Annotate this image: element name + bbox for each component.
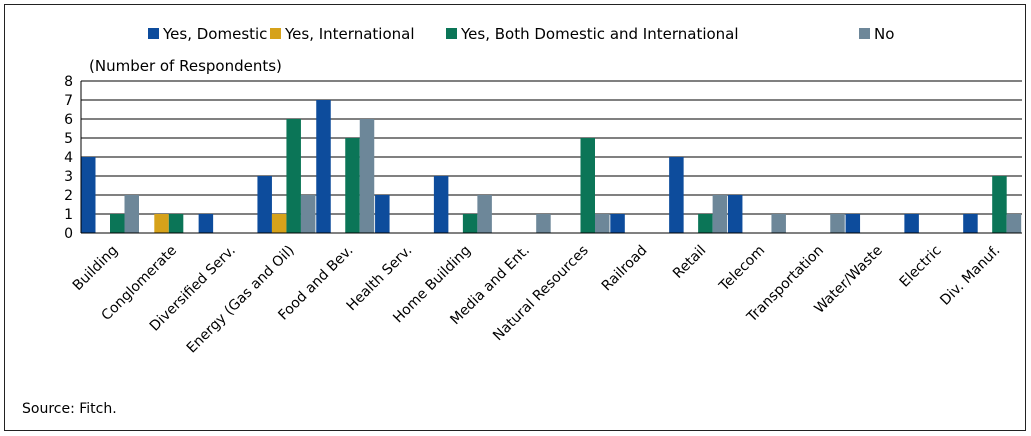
bars xyxy=(81,100,1022,233)
bar-no-energy-gas-and-oil xyxy=(300,195,316,233)
y-tick-label: 5 xyxy=(64,131,73,147)
bar-yes-domestic-building xyxy=(81,157,96,233)
bar-yes-domestic-water-waste xyxy=(845,214,861,233)
legend-swatch-yes-international xyxy=(270,28,281,39)
x-category-label: Telecom xyxy=(716,243,768,295)
bar-no-natural-resources xyxy=(595,214,610,233)
x-category-label: Energy (Gas and Oil) xyxy=(184,243,298,357)
bar-yes-international-energy-gas-and-oil xyxy=(271,214,287,233)
legend: Yes, Domestic Yes, International Yes, Both… xyxy=(148,25,894,43)
bar-yes-both-domestic-and-international-natural-resources xyxy=(580,138,595,233)
x-category-label: Electric xyxy=(897,243,945,291)
legend-label-yes-both-domestic-and-international: Yes, Both Domestic and International xyxy=(460,25,739,43)
y-tick-label: 6 xyxy=(64,112,73,128)
x-category-label: Railroad xyxy=(599,243,651,295)
bar-yes-domestic-health-serv xyxy=(375,195,390,233)
unit-label: (Number of Respondents) xyxy=(89,57,282,75)
y-tick-label: 3 xyxy=(64,169,73,185)
bar-yes-both-domestic-and-international-div-manuf xyxy=(992,176,1007,233)
bar-no-div-manuf xyxy=(1006,214,1022,233)
bar-no-building xyxy=(124,195,139,233)
y-tick-label: 2 xyxy=(64,188,73,204)
y-tick-label: 1 xyxy=(64,207,73,223)
bar-yes-domestic-retail xyxy=(669,157,684,233)
bar-no-retail xyxy=(712,195,728,233)
chart-frame: Yes, Domestic Yes, International Yes, Both… xyxy=(4,4,1026,431)
bar-yes-domestic-home-building xyxy=(433,176,449,233)
y-tick-label: 4 xyxy=(64,150,73,166)
bar-yes-domestic-railroad xyxy=(610,214,625,233)
bar-yes-domestic-food-and-bev xyxy=(316,100,331,233)
bar-yes-domestic-energy-gas-and-oil xyxy=(257,176,272,233)
chart-svg: Yes, Domestic Yes, International Yes, Both… xyxy=(22,25,1022,417)
bar-yes-both-domestic-and-international-energy-gas-and-oil xyxy=(286,119,301,233)
bar-yes-both-domestic-and-international-food-and-bev xyxy=(345,138,360,233)
y-tick-label: 7 xyxy=(64,93,73,109)
legend-label-yes-international: Yes, International xyxy=(284,25,415,43)
axes xyxy=(80,81,1022,234)
bar-no-home-building xyxy=(477,195,492,233)
bar-yes-both-domestic-and-international-conglomerate xyxy=(168,214,184,233)
bar-yes-domestic-diversified-serv xyxy=(198,214,214,233)
bar-no-food-and-bev xyxy=(359,119,375,233)
bar-yes-international-conglomerate xyxy=(154,214,169,233)
x-category-label: Div. Manuf. xyxy=(937,243,1003,309)
legend-swatch-yes-domestic xyxy=(148,28,159,39)
legend-label-no: No xyxy=(874,25,894,43)
legend-swatch-yes-both-domestic-and-international xyxy=(446,28,457,39)
bar-yes-both-domestic-and-international-home-building xyxy=(462,214,478,233)
bar-no-media-and-ent xyxy=(536,214,551,233)
bar-no-transportation xyxy=(830,214,845,233)
source-note: Source: Fitch. xyxy=(22,401,117,417)
bar-yes-domestic-div-manuf xyxy=(963,214,978,233)
bar-yes-both-domestic-and-international-retail xyxy=(698,214,713,233)
x-category-label: Building xyxy=(70,243,121,294)
bar-yes-domestic-telecom xyxy=(727,195,743,233)
y-tick-label: 0 xyxy=(64,226,73,242)
gridlines xyxy=(81,80,1022,234)
legend-label-yes-domestic: Yes, Domestic xyxy=(162,25,267,43)
y-tick-labels: 0 1 2 3 4 5 6 7 8 xyxy=(64,74,73,242)
x-category-label: Retail xyxy=(670,243,709,282)
bar-no-telecom xyxy=(771,214,786,233)
bar-yes-domestic-electric xyxy=(904,214,919,233)
legend-swatch-no xyxy=(859,28,870,39)
y-tick-label: 8 xyxy=(64,74,73,90)
bar-yes-both-domestic-and-international-building xyxy=(110,214,125,233)
